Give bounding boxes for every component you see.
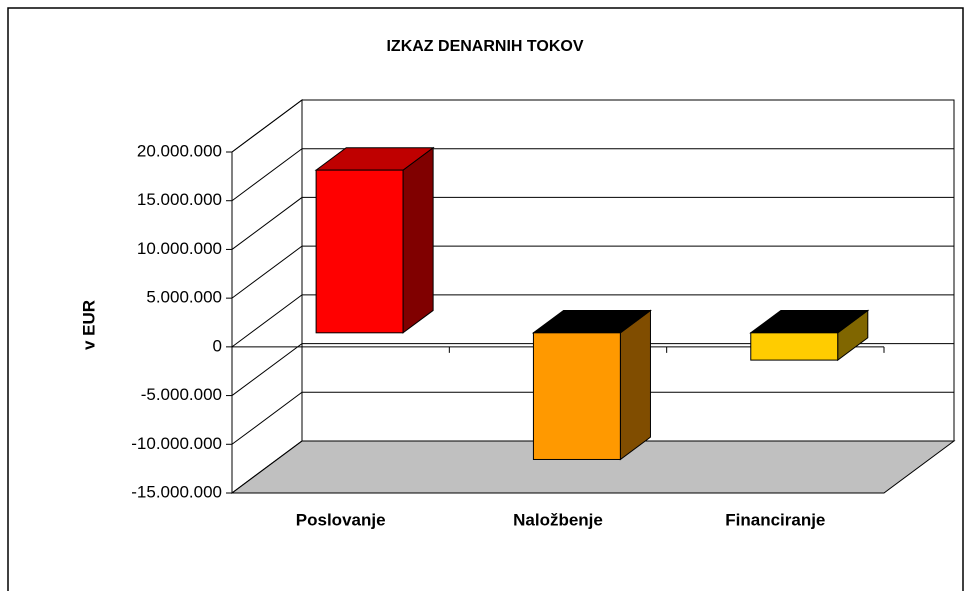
grid-line	[231, 196, 954, 250]
y-tick-label: 10.000.000	[137, 239, 222, 258]
y-tick-label: 0	[213, 336, 222, 355]
grid-line	[231, 343, 954, 396]
grid-line	[231, 99, 954, 153]
grid-line	[231, 245, 954, 299]
x-tick-label: Naložbenje	[513, 510, 603, 529]
y-tick-label: -10.000.000	[131, 434, 222, 453]
y-tick-label: -15.000.000	[131, 482, 222, 501]
chart-title: IZKAZ DENARNIH TOKOV	[386, 38, 583, 55]
y-tick-label: 5.000.000	[146, 288, 222, 307]
y-tick-label: -5.000.000	[141, 385, 222, 404]
bar	[532, 332, 621, 460]
side-wall	[231, 99, 303, 494]
x-tick-label: Financiranje	[725, 510, 825, 529]
y-tick-label: 15.000.000	[137, 190, 222, 209]
y-axis-label: v EUR	[79, 300, 98, 350]
bar	[750, 332, 839, 361]
bar-side	[402, 146, 434, 334]
grid-line	[231, 294, 954, 348]
bar-side	[619, 309, 651, 461]
bar	[315, 169, 404, 334]
grid-line	[231, 148, 954, 202]
y-tick-label: 20.000.000	[137, 141, 222, 160]
grid-line	[231, 440, 954, 494]
grid-line	[231, 391, 954, 445]
x-tick-label: Poslovanje	[296, 510, 386, 529]
